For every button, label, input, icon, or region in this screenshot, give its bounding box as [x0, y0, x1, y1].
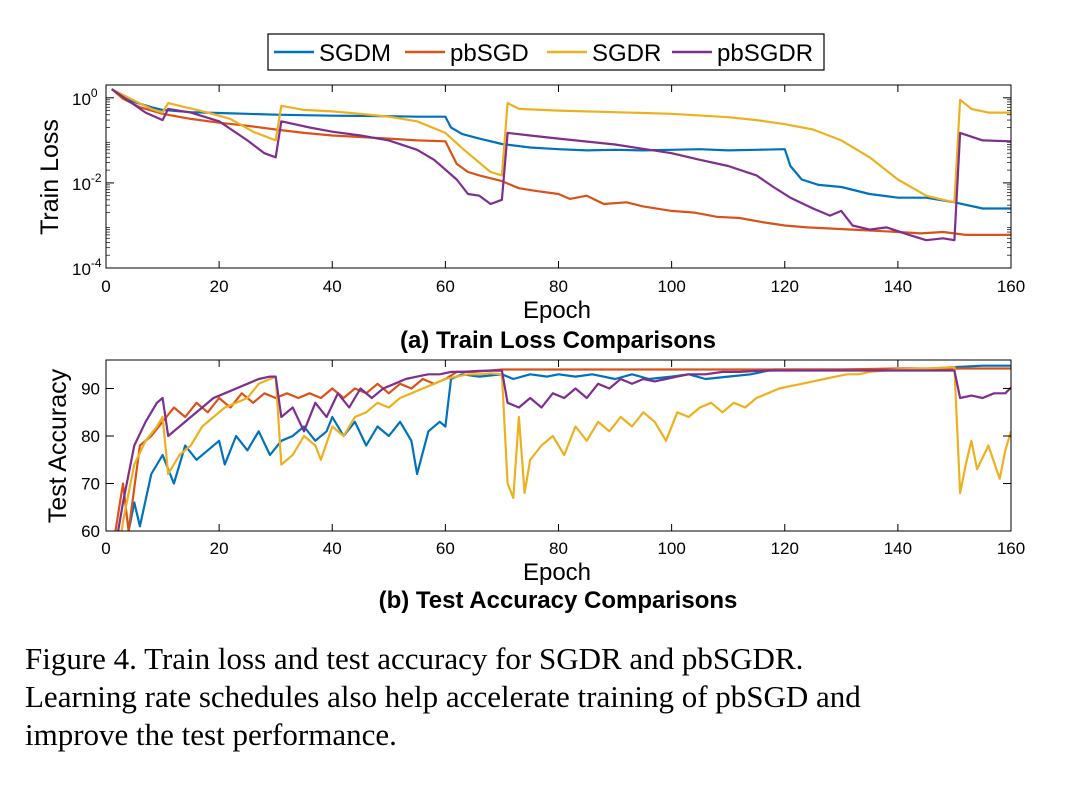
train-loss-x-tick-label: 60: [436, 277, 455, 296]
test-accuracy-line-sgdm: [127, 364, 1011, 531]
test-accuracy-x-tick-label: 100: [657, 539, 685, 558]
caption-line-1: Figure 4. Train loss and test accuracy f…: [25, 641, 804, 676]
test-accuracy-x-tick-label: 160: [997, 539, 1025, 558]
train-loss-line-pbsgd: [110, 88, 1011, 236]
train-loss-x-tick-label: 100: [657, 277, 685, 296]
legend-label-pbsgdr: pbSGDR: [717, 40, 813, 67]
test-accuracy-x-tick-label: 120: [771, 539, 799, 558]
test-accuracy-x-tick-label: 40: [323, 539, 342, 558]
test-accuracy-line-pbsgdr: [117, 369, 1011, 531]
legend: SGDM pbSGD SGDR pbSGDR: [267, 33, 825, 71]
train-loss-xlabel: Epoch: [523, 297, 591, 324]
train-loss-x-tick-label: 0: [101, 277, 110, 296]
legend-label-sgdr: SGDR: [592, 40, 661, 67]
train-loss-x-tick-label: 120: [771, 277, 799, 296]
test-accuracy-x-tick-label: 0: [101, 539, 110, 558]
train-loss-plot-frame: [105, 84, 1012, 269]
train-loss-x-tick-label: 20: [210, 277, 229, 296]
train-loss-line-sgdm: [111, 88, 1011, 210]
test-accuracy-title: (b) Test Accuracy Comparisons: [379, 587, 738, 614]
test-accuracy-ylabel: Test Accuracy: [44, 368, 72, 523]
test-accuracy-xlabel: Epoch: [523, 559, 591, 586]
test-accuracy-x-tick-label: 140: [884, 539, 912, 558]
train-loss-line-pbsgdr: [111, 88, 1012, 242]
train-loss-x-tick-label: 140: [884, 277, 912, 296]
test-accuracy-x-tick-label: 60: [436, 539, 455, 558]
train-loss-y-tick-label: 10-4: [72, 256, 102, 279]
test-accuracy-chart: 0 20 40 60 80 100 120 140 160 60 70 80 90 Epoch Tes…: [44, 359, 1025, 614]
train-loss-title: (a) Train Loss Comparisons: [400, 327, 716, 354]
test-accuracy-y-tick-label: 90: [81, 380, 100, 399]
train-loss-y-tick-label: 100: [72, 86, 98, 109]
train-loss-line-sgdr: [111, 88, 1011, 204]
train-loss-ylabel: Train Loss: [36, 119, 64, 235]
train-loss-x-tick-label: 80: [549, 277, 568, 296]
caption-line-2: Learning rate schedules also help accele…: [25, 679, 861, 714]
test-accuracy-line-sgdr: [120, 366, 1011, 531]
test-accuracy-y-tick-label: 70: [81, 475, 100, 494]
test-accuracy-x-tick-label: 80: [549, 539, 568, 558]
train-loss-y-tick-label: 10-2: [72, 171, 102, 194]
train-loss-x-tick-label: 40: [323, 277, 342, 296]
test-accuracy-y-tick-label: 60: [81, 522, 100, 541]
caption-line-3: improve the test performance.: [25, 717, 397, 752]
legend-label-pbsgd: pbSGD: [450, 40, 529, 67]
test-accuracy-line-pbsgd: [114, 367, 1011, 531]
figure-caption: Figure 4. Train loss and test accuracy f…: [25, 640, 1035, 754]
legend-box: [267, 33, 825, 71]
test-accuracy-y-tick-label: 80: [81, 427, 100, 446]
train-loss-x-tick-label: 160: [997, 277, 1025, 296]
test-accuracy-x-tick-label: 20: [210, 539, 229, 558]
legend-label-sgdm: SGDM: [319, 40, 391, 67]
